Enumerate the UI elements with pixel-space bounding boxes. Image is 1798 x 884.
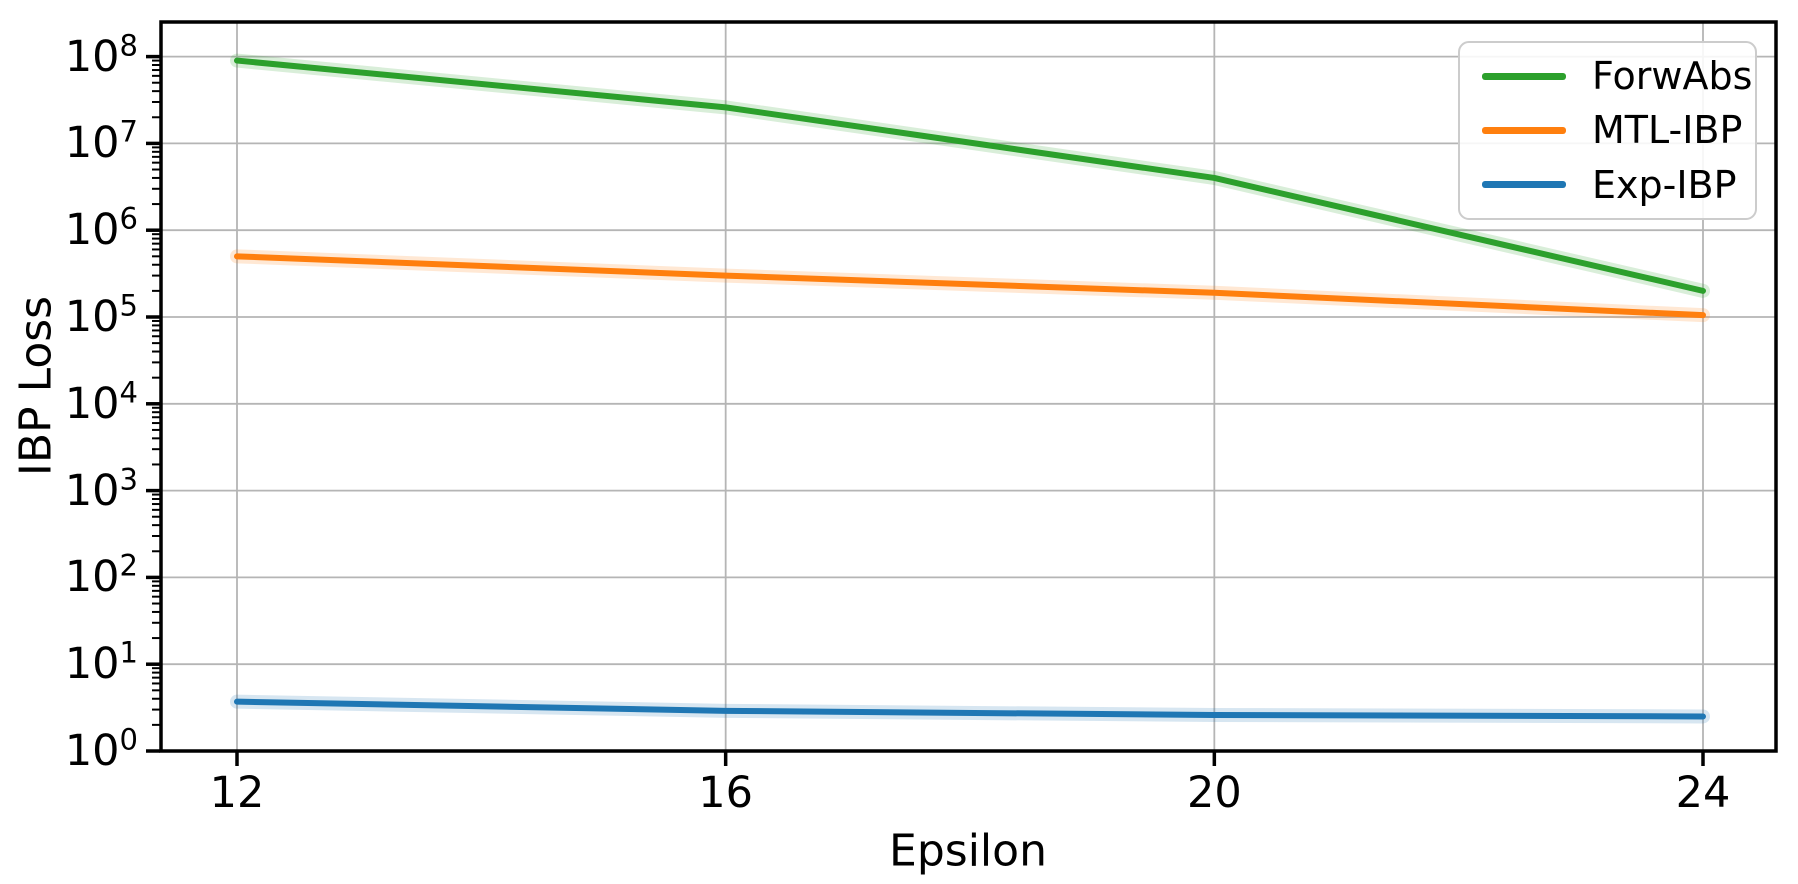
legend-item-exp-ibp: Exp-IBP bbox=[1460, 166, 1755, 204]
legend-label-mtl-ibp: MTL-IBP bbox=[1592, 108, 1743, 153]
y-tick-label: 106 bbox=[64, 201, 138, 255]
series-line-mtl-ibp bbox=[234, 253, 1706, 319]
y-tick-label: 104 bbox=[64, 375, 138, 429]
y-tick-label: 108 bbox=[64, 28, 138, 82]
legend-swatch-exp-ibp bbox=[1482, 181, 1566, 189]
x-tick-label: 16 bbox=[698, 768, 754, 818]
legend-label-forwabs: ForwAbs bbox=[1592, 54, 1753, 99]
legend-swatch-mtl-ibp bbox=[1482, 126, 1566, 134]
legend-swatch-forwabs bbox=[1482, 72, 1566, 80]
x-tick-label: 24 bbox=[1675, 768, 1731, 818]
legend: ForwAbs MTL-IBP Exp-IBP bbox=[1458, 41, 1757, 220]
y-tick-label: 100 bbox=[64, 722, 138, 776]
plot-border bbox=[159, 20, 1778, 753]
x-axis-label: Epsilon bbox=[889, 825, 1047, 877]
series-line-exp-ibp bbox=[234, 698, 1706, 720]
y-tick-label: 107 bbox=[64, 114, 138, 169]
series-line-forwabs bbox=[234, 57, 1706, 294]
y-tick-label: 101 bbox=[64, 635, 138, 689]
y-tick-label: 102 bbox=[64, 548, 138, 603]
x-tick-label: 20 bbox=[1186, 768, 1242, 818]
legend-label-exp-ibp: Exp-IBP bbox=[1592, 162, 1737, 207]
legend-item-forwabs: ForwAbs bbox=[1460, 57, 1755, 95]
x-tick-label: 12 bbox=[209, 768, 265, 818]
legend-item-mtl-ibp: MTL-IBP bbox=[1460, 111, 1755, 149]
y-tick-label: 103 bbox=[64, 462, 138, 516]
y-tick-label: 105 bbox=[64, 288, 138, 342]
